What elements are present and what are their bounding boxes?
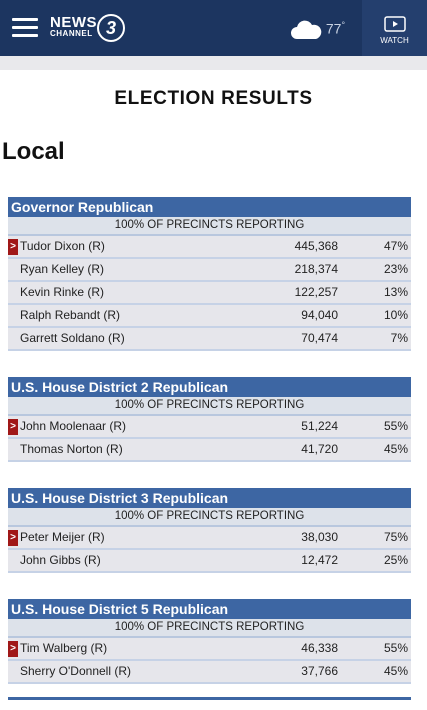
candidate-row: Kevin Rinke (R) 122,257 13% <box>8 282 411 305</box>
vote-count: 94,040 <box>301 308 338 322</box>
winner-marker: > <box>8 641 18 657</box>
vote-percent: 25% <box>383 553 408 567</box>
logo[interactable]: NEWS CHANNEL 3 <box>50 14 125 42</box>
candidate-name: John Gibbs (R) <box>20 553 101 567</box>
logo-text: CHANNEL <box>50 29 93 38</box>
candidate-name: Sherry O'Donnell (R) <box>20 664 131 678</box>
vote-count: 218,374 <box>294 262 338 276</box>
race-table: U.S. House District 5 Republican 100% OF … <box>8 599 411 684</box>
vote-count: 70,474 <box>301 331 338 345</box>
candidate-name: Ryan Kelley (R) <box>20 262 105 276</box>
candidate-name: John Moolenaar (R) <box>20 419 127 433</box>
race-header-partial <box>8 697 411 700</box>
candidate-name: Tim Walberg (R) <box>20 641 108 655</box>
play-icon <box>383 16 406 32</box>
race-table: U.S. House District 2 Republican 100% OF … <box>8 377 411 462</box>
race-title: U.S. House District 3 Republican <box>8 488 411 508</box>
race-table: Governor Republican 100% OF PRECINCTS REP… <box>8 197 411 351</box>
logo-emblem: 3 <box>97 14 125 42</box>
watch-label: WATCH <box>380 36 409 45</box>
vote-percent: 75% <box>383 530 408 544</box>
header: NEWS CHANNEL 3 77° WATCH <box>0 0 427 56</box>
vote-percent: 55% <box>383 641 408 655</box>
race-title: U.S. House District 2 Republican <box>8 377 411 397</box>
candidate-name: Ralph Rebandt (R) <box>20 308 121 322</box>
watch-button[interactable]: WATCH <box>362 0 427 56</box>
temperature: 77 <box>325 20 342 37</box>
reporting-status: 100% OF PRECINCTS REPORTING <box>8 397 411 416</box>
candidate-row: John Gibbs (R) 12,472 25% <box>8 550 411 573</box>
page-title: ELECTION RESULTS <box>114 88 313 109</box>
weather[interactable]: 77° <box>290 20 345 40</box>
race-title: U.S. House District 5 Republican <box>8 599 411 619</box>
candidate-name: Kevin Rinke (R) <box>20 285 105 299</box>
candidate-row: > Peter Meijer (R) 38,030 75% <box>8 527 411 550</box>
candidate-name: Tudor Dixon (R) <box>20 239 105 253</box>
candidate-name: Peter Meijer (R) <box>20 530 105 544</box>
candidate-row: > Tudor Dixon (R) 445,368 47% <box>8 236 411 259</box>
vote-percent: 7% <box>390 331 408 345</box>
winner-marker: > <box>8 530 18 546</box>
candidate-row: > Tim Walberg (R) 46,338 55% <box>8 638 411 661</box>
divider <box>0 56 427 70</box>
cloud-icon <box>291 20 322 39</box>
vote-count: 38,030 <box>301 530 338 544</box>
vote-percent: 10% <box>383 308 408 322</box>
race-list: Governor Republican 100% OF PRECINCTS REP… <box>8 197 411 710</box>
candidate-row: Sherry O'Donnell (R) 37,766 45% <box>8 661 411 684</box>
winner-marker: > <box>8 239 18 255</box>
temperature-unit: ° <box>341 20 346 30</box>
vote-count: 51,224 <box>301 419 338 433</box>
vote-percent: 13% <box>383 285 408 299</box>
candidate-row: Garrett Soldano (R) 70,474 7% <box>8 328 411 351</box>
vote-count: 12,472 <box>301 553 338 567</box>
vote-count: 122,257 <box>294 285 338 299</box>
vote-percent: 45% <box>383 442 408 456</box>
candidate-row: Ryan Kelley (R) 218,374 23% <box>8 259 411 282</box>
vote-count: 46,338 <box>301 641 338 655</box>
vote-percent: 23% <box>383 262 408 276</box>
candidate-name: Thomas Norton (R) <box>20 442 123 456</box>
logo-text: NEWS <box>50 14 97 31</box>
candidate-row: Ralph Rebandt (R) 94,040 10% <box>8 305 411 328</box>
vote-percent: 45% <box>383 664 408 678</box>
race-table: U.S. House District 3 Republican 100% OF … <box>8 488 411 573</box>
race-title: Governor Republican <box>8 197 411 217</box>
vote-count: 41,720 <box>301 442 338 456</box>
reporting-status: 100% OF PRECINCTS REPORTING <box>8 619 411 638</box>
reporting-status: 100% OF PRECINCTS REPORTING <box>8 508 411 527</box>
vote-count: 445,368 <box>294 239 338 253</box>
vote-count: 37,766 <box>301 664 338 678</box>
vote-percent: 47% <box>383 239 408 253</box>
candidate-name: Garrett Soldano (R) <box>20 331 125 345</box>
section-title: Local <box>2 138 65 165</box>
vote-percent: 55% <box>383 419 408 433</box>
reporting-status: 100% OF PRECINCTS REPORTING <box>8 217 411 236</box>
winner-marker: > <box>8 419 18 435</box>
menu-button[interactable] <box>12 18 38 38</box>
candidate-row: > John Moolenaar (R) 51,224 55% <box>8 416 411 439</box>
candidate-row: Thomas Norton (R) 41,720 45% <box>8 439 411 462</box>
